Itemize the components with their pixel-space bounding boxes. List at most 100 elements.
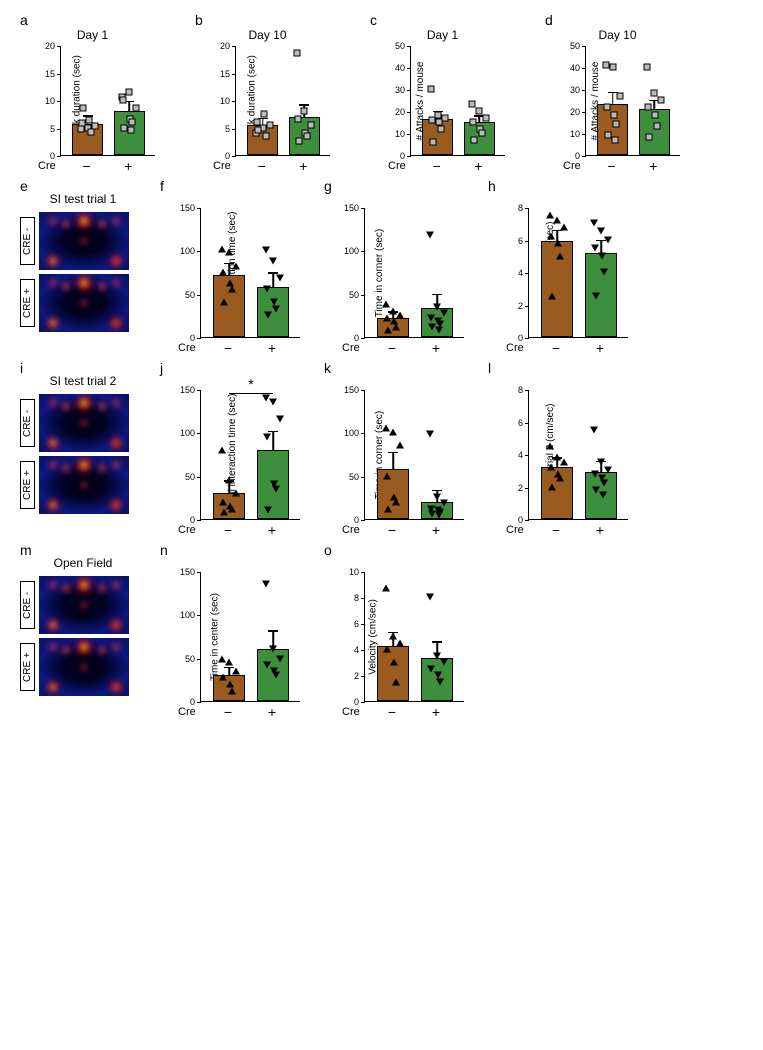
chart-area: Time in corner (sec)050100150 <box>364 390 464 520</box>
x-tick-minus: − <box>608 158 616 174</box>
x-tick-minus: − <box>552 340 560 356</box>
data-point <box>133 105 140 112</box>
heatmap-row-label: CRE - <box>20 581 35 629</box>
data-point <box>262 247 270 254</box>
y-tick-label: 8 <box>518 203 523 213</box>
data-point <box>389 429 397 436</box>
x-tick-plus: + <box>299 158 307 174</box>
panel-c: cDay 1# Attacks / mouse01020304050Cre−+ <box>370 20 515 156</box>
y-tick-label: 5 <box>225 124 230 134</box>
y-tick-label: 100 <box>180 246 195 256</box>
data-point <box>592 293 600 300</box>
data-point <box>396 639 404 646</box>
heatmap-image <box>39 638 129 696</box>
x-tick-plus: + <box>268 704 276 720</box>
panel-i: iSI test trial 2CRE -CRE + <box>20 368 146 520</box>
panel-label: d <box>545 12 553 28</box>
panel-m: mOpen FieldCRE -CRE + <box>20 550 146 702</box>
chart-area: # Attacks / mouse01020304050 <box>410 46 505 156</box>
x-tick-plus: + <box>268 340 276 356</box>
data-point <box>600 480 608 487</box>
y-tick-label: 6 <box>354 619 359 629</box>
data-point <box>384 505 392 512</box>
panel-o: oVelocity (cm/sec)0246810Cre−+ <box>324 550 474 702</box>
x-tick-minus: − <box>388 522 396 538</box>
data-point <box>546 442 554 449</box>
panel-label: j <box>160 360 163 376</box>
y-tick-label: 50 <box>395 41 405 51</box>
x-tick-minus: − <box>258 158 266 174</box>
data-point <box>260 110 267 117</box>
data-point <box>427 86 434 93</box>
data-point <box>276 656 284 663</box>
data-point <box>602 61 609 68</box>
x-axis-title: Cre <box>342 524 360 536</box>
y-tick-label: 150 <box>180 385 195 395</box>
data-point <box>471 136 478 143</box>
data-point <box>129 119 136 126</box>
y-tick-label: 10 <box>349 567 359 577</box>
panel-f: fSocial interaction time (sec)050100150C… <box>160 186 310 338</box>
row-1: aDay 1Attack duration (sec)05101520Cre−+… <box>20 20 743 156</box>
data-point <box>254 127 261 134</box>
data-point <box>560 223 568 230</box>
data-point <box>600 269 608 276</box>
y-tick-label: 100 <box>180 428 195 438</box>
y-tick-label: 10 <box>395 129 405 139</box>
chart-title: Day 1 <box>20 28 165 42</box>
y-tick-label: 4 <box>518 450 523 460</box>
data-point <box>126 88 133 95</box>
data-point <box>219 269 227 276</box>
heatmap-title: SI test trial 1 <box>20 192 146 206</box>
row-4: mOpen FieldCRE -CRE +nTime in center (se… <box>20 550 743 702</box>
data-point <box>269 257 277 264</box>
data-point <box>87 128 94 135</box>
data-point <box>269 646 277 653</box>
heatmap-image <box>39 274 129 332</box>
x-axis-title: Cre <box>563 160 581 172</box>
x-axis-title: Cre <box>342 706 360 718</box>
y-tick-label: 10 <box>45 96 55 106</box>
panel-label: b <box>195 12 203 28</box>
heatmap-row-label: CRE + <box>20 643 35 691</box>
x-tick-minus: − <box>224 704 232 720</box>
y-tick-label: 6 <box>518 418 523 428</box>
data-point <box>483 114 490 121</box>
data-point <box>228 505 236 512</box>
data-point <box>652 112 659 119</box>
row-2: eSI test trial 1CRE -CRE +fSocial intera… <box>20 186 743 338</box>
data-point <box>603 103 610 110</box>
panel-label: l <box>488 360 491 376</box>
heatmap-image <box>39 394 129 452</box>
y-tick-label: 40 <box>395 63 405 73</box>
y-tick-label: 2 <box>518 301 523 311</box>
data-point <box>296 138 303 145</box>
x-axis-title: Cre <box>506 342 524 354</box>
data-point <box>441 114 448 121</box>
y-tick-label: 20 <box>220 41 230 51</box>
data-point <box>392 323 400 330</box>
data-point <box>383 472 391 479</box>
panel-label: c <box>370 12 377 28</box>
data-point <box>263 286 271 293</box>
significance-marker: * <box>248 376 253 392</box>
data-point <box>435 511 443 518</box>
data-point <box>428 116 435 123</box>
y-tick-label: 10 <box>220 96 230 106</box>
x-tick-minus: − <box>388 704 396 720</box>
data-point <box>263 433 271 440</box>
data-point <box>232 262 240 269</box>
y-tick-label: 6 <box>518 236 523 246</box>
y-tick-label: 20 <box>45 41 55 51</box>
y-tick-label: 20 <box>570 107 580 117</box>
y-tick-label: 2 <box>354 671 359 681</box>
data-point <box>548 293 556 300</box>
chart-area: Social interaction time (sec)050100150* <box>200 390 300 520</box>
data-point <box>266 121 273 128</box>
panel-l: lVelocity trial 2 (cm/sec)02468Cre−+ <box>488 368 638 520</box>
data-point <box>308 121 315 128</box>
x-tick-minus: − <box>552 522 560 538</box>
heatmap-row-label: CRE - <box>20 399 35 447</box>
x-tick-plus: + <box>474 158 482 174</box>
data-point <box>548 483 556 490</box>
